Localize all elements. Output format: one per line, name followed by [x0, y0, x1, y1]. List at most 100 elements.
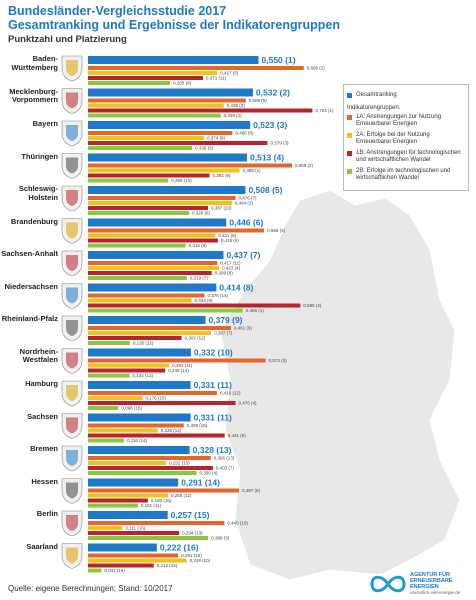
- bar: [88, 168, 240, 173]
- bar: [88, 211, 190, 215]
- value-label: 0,252 (13): [169, 461, 190, 466]
- logo: AGENTUR FÜR ERNEUERBARE ENERGIEN unendlich-…: [410, 572, 460, 596]
- value-label: 0,396 (13): [214, 456, 235, 461]
- crest-detail: [66, 60, 78, 76]
- value-label: 0,135 (12): [133, 341, 154, 346]
- value-label: 0,043 (16): [104, 568, 125, 573]
- bar: [88, 446, 190, 454]
- value-label: 0,258 (12): [171, 493, 192, 498]
- value-label: 0,331 (11): [194, 413, 232, 423]
- value-label: 0,326 (6): [192, 211, 211, 216]
- bar: [88, 298, 192, 303]
- bar: [88, 558, 187, 563]
- bar: [88, 438, 124, 443]
- value-label: 0,249 (14): [168, 368, 189, 373]
- legend-item: 1A: Anstrengungen zur Nutzung Erneuerbar…: [347, 114, 465, 129]
- bar: [88, 368, 166, 373]
- value-label: 0,291 (14): [181, 478, 220, 488]
- bar: [88, 113, 221, 118]
- value-label: 0,387 (10): [211, 206, 232, 211]
- category-label: Schleswig- Holstein: [18, 184, 58, 202]
- value-label: 0,466 (8): [235, 131, 254, 136]
- axis-title: Punktzahl und Platzierung: [8, 34, 127, 45]
- bar: [88, 396, 143, 400]
- value-label: 0,328 (13): [193, 445, 232, 455]
- bar: [88, 196, 236, 200]
- bar: [88, 228, 265, 233]
- category-label: Thüringen: [21, 151, 58, 161]
- bar: [88, 456, 211, 460]
- value-label: 0,724 (1): [315, 108, 334, 113]
- category-label: Sachsen: [27, 411, 58, 421]
- value-label: 0,461 (9): [234, 326, 253, 331]
- legend-label: Gesamtranking: [356, 92, 397, 98]
- crest-detail: [66, 352, 78, 369]
- crest-detail: [66, 92, 78, 109]
- value-label: 0,658 (2): [295, 163, 314, 168]
- bar: [88, 391, 217, 395]
- bar: [88, 266, 220, 270]
- value-label: 0,438 (3): [227, 103, 246, 108]
- value-label: 0,392 (9): [213, 173, 232, 178]
- value-label: 0,419 (6): [221, 238, 240, 243]
- bar: [88, 406, 119, 410]
- crest-detail: [66, 125, 78, 141]
- value-label: 0,499 (1): [246, 308, 265, 313]
- value-label: 0,302 (12): [185, 336, 206, 341]
- bar: [88, 141, 268, 145]
- category-label: Bremen: [30, 444, 58, 453]
- bar: [88, 381, 191, 389]
- crest-detail: [66, 385, 78, 401]
- bar: [88, 276, 187, 280]
- value-label: 0,440 (10): [227, 521, 248, 526]
- category-label: Nordrhein- Westfalen: [19, 346, 58, 364]
- bar: [88, 293, 205, 298]
- value-label: 0,111 (16): [125, 526, 145, 531]
- bar: [88, 283, 217, 292]
- value-label: 0,291 (16): [181, 553, 202, 558]
- legend-item: Gesamtranking: [347, 92, 465, 100]
- value-label: 0,315 (8): [189, 243, 208, 248]
- bar: [88, 428, 158, 433]
- bar: [88, 261, 218, 265]
- bar: [88, 303, 301, 308]
- bar: [88, 326, 231, 330]
- value-label: 0,399 (8): [215, 271, 234, 276]
- category-label: Hessen: [31, 476, 58, 486]
- bar: [88, 56, 259, 64]
- bar: [88, 271, 212, 275]
- bar: [88, 498, 148, 503]
- bar: [88, 103, 224, 108]
- value-label: 0,161 (11): [141, 503, 162, 508]
- category-label: Brandenburg: [10, 216, 58, 226]
- source: Quelle: eigene Berechnungen; Stand: 10/2…: [8, 584, 173, 593]
- bar: [88, 108, 313, 113]
- value-label: 0,550 (1): [262, 55, 296, 65]
- bar: [88, 348, 191, 357]
- legend-swatch: [347, 132, 352, 138]
- value-label: 0,374 (8): [207, 136, 226, 141]
- bar: [88, 488, 239, 493]
- category-label: Sachsen-Anhalt: [1, 249, 58, 258]
- legend-swatch: [347, 114, 352, 120]
- bar: [88, 331, 212, 335]
- value-label: 0,523 (3): [253, 120, 287, 130]
- bar: [88, 233, 216, 238]
- bar: [88, 88, 253, 97]
- category-label: Niedersachsen: [4, 281, 58, 291]
- legend-label: 1A: Anstrengungen zur Nutzung Erneuerbar…: [356, 113, 442, 128]
- title: Bundesländer-Vergleichsstudie 2017: [8, 4, 227, 18]
- value-label: 0,573 (3): [269, 358, 288, 363]
- bar: [88, 201, 232, 205]
- crest-detail: [66, 320, 78, 336]
- value-label: 0,568 (4): [267, 228, 286, 233]
- crest-detail: [66, 515, 78, 531]
- bar: [88, 81, 171, 85]
- subtitle: Gesamtranking und Ergebnisse der Indikat…: [8, 18, 341, 32]
- value-label: 0,379 (9): [208, 315, 242, 325]
- crest-detail: [66, 482, 78, 499]
- crest-detail: [66, 417, 78, 434]
- logo-icon: [370, 575, 406, 593]
- value-label: 0,487 (6): [242, 488, 261, 493]
